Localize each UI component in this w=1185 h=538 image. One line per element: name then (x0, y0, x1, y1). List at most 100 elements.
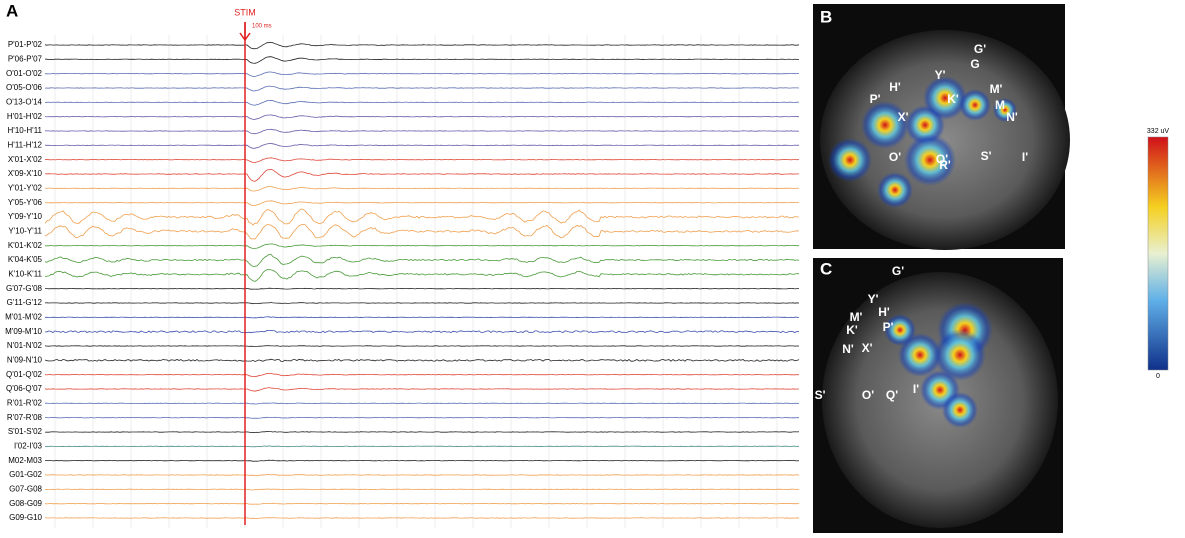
activation (923, 76, 967, 120)
eeg-trace (44, 459, 800, 462)
electrode-label: S' (981, 149, 992, 163)
eeg-trace (44, 345, 800, 348)
activation (942, 392, 978, 428)
electrode-label: R' (939, 158, 951, 172)
channel-label: G'07-G'08 (6, 284, 43, 293)
eeg-trace (44, 200, 800, 207)
eeg-trace (45, 243, 800, 249)
activation (959, 89, 991, 121)
eeg-trace (45, 416, 799, 419)
eeg-trace (44, 431, 800, 434)
channel-label: X'01-X'02 (8, 155, 43, 164)
channel-label: I'02-I'03 (14, 441, 43, 450)
eeg-trace (44, 223, 800, 240)
eeg-trace (44, 128, 800, 135)
stim-label: STIM (234, 7, 256, 17)
electrode-label: Y' (935, 68, 946, 82)
eeg-trace (44, 208, 800, 226)
eeg-trace (45, 316, 800, 319)
electrode-label: P' (870, 92, 881, 106)
electrode-label: O' (889, 150, 901, 164)
activation (904, 134, 956, 186)
activation (861, 101, 909, 149)
eeg-trace (44, 71, 799, 77)
electrode-label: M' (850, 310, 863, 324)
eeg-trace (44, 358, 800, 362)
eeg-trace (44, 329, 800, 334)
channel-label: O'05-O'06 (6, 83, 43, 92)
eeg-trace (44, 302, 800, 305)
channel-label: K'01-K'02 (8, 241, 43, 250)
channel-label: O'13-O'14 (6, 97, 43, 106)
panel-label: A (6, 1, 18, 20)
activation (993, 98, 1017, 122)
channel-label: G01-G02 (9, 470, 42, 479)
traces: P'01-P'02 P'06-P'07 O'01-O'02 O'05-O'06 O'13… (5, 40, 800, 522)
panel-label: C (820, 259, 832, 278)
channel-label: K'04-K'05 (8, 255, 43, 264)
eeg-trace (44, 168, 800, 182)
electrode-label: H' (878, 305, 890, 319)
channel-label: M'09-M'10 (5, 327, 42, 336)
eeg-trace (44, 488, 800, 491)
electrode-label: Q' (886, 388, 898, 402)
colorbar-max: 332 uV (1147, 128, 1170, 135)
channel-label: G09-G10 (9, 513, 42, 522)
eeg-trace (44, 402, 800, 405)
channel-label: G07-G08 (9, 484, 42, 493)
grid (54, 35, 778, 528)
eeg-trace (44, 186, 800, 192)
electrode-label: G' (892, 264, 904, 278)
eeg-trace (44, 85, 800, 92)
electrode-label: X' (862, 341, 873, 355)
electrode-label: N' (1006, 110, 1018, 124)
eeg-trace (44, 517, 800, 520)
channel-label: P'01-P'02 (8, 40, 43, 49)
channel-label: R'01-R'02 (7, 398, 43, 407)
activation (898, 333, 942, 377)
eeg-trace (44, 445, 800, 448)
eeg-trace (44, 157, 800, 164)
electrode-label: M (1103, 327, 1113, 341)
activation (877, 172, 913, 208)
electrode-label: S' (815, 388, 826, 402)
channel-label: H'11-H'12 (8, 140, 43, 149)
channel-label: P'06-P'07 (8, 54, 43, 63)
channel-label: N'01-N'02 (7, 341, 43, 350)
eeg-trace (44, 114, 800, 120)
channel-label: K'10-K'11 (8, 269, 42, 278)
electrode-label: O' (862, 388, 874, 402)
colorbar-min: 0 (1156, 373, 1160, 380)
channel-label: Y'05-Y'06 (8, 198, 43, 207)
electrode-label: H' (889, 80, 901, 94)
channel-label: Q'01-Q'02 (6, 370, 43, 379)
channel-label: Q'06-Q'07 (6, 384, 43, 393)
eeg-trace (44, 269, 800, 282)
channel-label: X'09-X'10 (8, 169, 43, 178)
electrode-label: Y' (868, 292, 879, 306)
electrode-label: G' (974, 42, 986, 56)
electrode-label: N' (842, 342, 854, 356)
panel-label: B (820, 7, 832, 26)
activation (884, 314, 916, 346)
channel-label: G08-G09 (9, 499, 42, 508)
activation (828, 138, 872, 182)
coronal-panel: C G' G Y' M' H'P' K' M N' X' S' O' Q' I' (813, 258, 1113, 533)
time-scale: 100 ms (252, 24, 272, 30)
channel-label: G'11-G'12 (7, 298, 43, 307)
eeg-trace (44, 100, 800, 106)
electrode-label: G (970, 57, 979, 71)
electrode-label: G (1078, 288, 1087, 302)
channel-label: Y'10-Y'11 (8, 226, 42, 235)
channel-label: H'10-H'11 (8, 126, 43, 135)
colorbar (1147, 136, 1169, 371)
channel-label: Y'09-Y'10 (8, 212, 43, 221)
electrode-label: I' (913, 382, 919, 396)
electrode-label: K' (947, 92, 959, 106)
electrode-label: I' (1022, 150, 1028, 164)
eeg-trace (44, 387, 799, 392)
electrode-label: M' (990, 82, 1003, 96)
channel-label: S'01-S'02 (8, 427, 43, 436)
channel-label: M02-M03 (8, 456, 42, 465)
